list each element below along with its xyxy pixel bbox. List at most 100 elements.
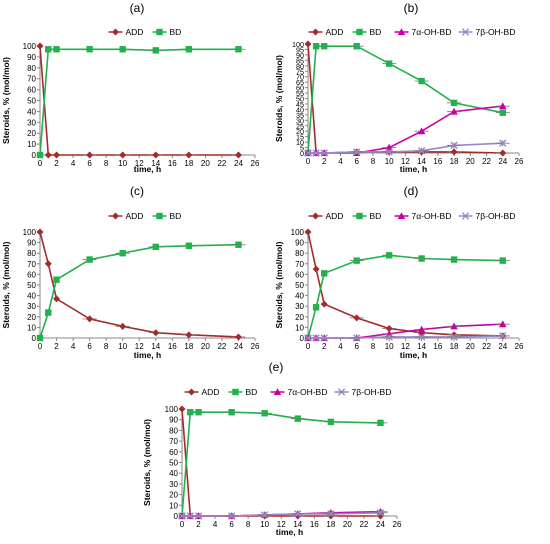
legend-item: ADD bbox=[308, 27, 344, 37]
series-line bbox=[307, 231, 503, 337]
series-line bbox=[39, 231, 239, 338]
y-tick-label: 80 bbox=[169, 426, 178, 435]
x-tick-label: 26 bbox=[515, 157, 524, 166]
data-point bbox=[119, 250, 126, 257]
data-point bbox=[385, 252, 393, 259]
x-tick-label: 10 bbox=[118, 159, 127, 168]
x-tick-label: 24 bbox=[234, 159, 243, 168]
x-tick-label: 20 bbox=[466, 157, 475, 166]
data-point bbox=[152, 151, 160, 159]
legend-item: BD bbox=[352, 211, 381, 221]
x-tick-label: 4 bbox=[71, 159, 76, 168]
data-point bbox=[53, 276, 60, 283]
legend-item: BD bbox=[152, 27, 181, 37]
data-point bbox=[385, 324, 393, 332]
y-tick-label: 20 bbox=[295, 313, 304, 322]
legend-label: BD bbox=[246, 387, 258, 397]
y-tick-label: 70 bbox=[169, 437, 178, 446]
data-point bbox=[304, 40, 312, 48]
data-point bbox=[327, 510, 335, 518]
x-tick-label: 8 bbox=[104, 342, 109, 351]
legend-label: ADD bbox=[126, 27, 144, 37]
x-tick-label: 0 bbox=[38, 159, 43, 168]
y-axis-label: Steroids, % (mol/mol) bbox=[142, 419, 152, 506]
x-tick-label: 8 bbox=[371, 157, 376, 166]
x-tick-label: 6 bbox=[229, 520, 234, 529]
data-point bbox=[119, 151, 127, 159]
data-point bbox=[294, 510, 302, 518]
x-axis-label: time, h bbox=[134, 350, 161, 360]
data-point bbox=[304, 228, 312, 236]
legend-label: ADD bbox=[326, 27, 344, 37]
data-point bbox=[178, 405, 186, 413]
legend-marker bbox=[461, 212, 470, 220]
x-tick-label: 4 bbox=[71, 342, 76, 351]
legend-marker bbox=[356, 28, 363, 36]
data-point bbox=[152, 329, 160, 337]
data-point bbox=[185, 151, 193, 159]
y-tick-label: 30 bbox=[295, 302, 304, 311]
data-point bbox=[450, 99, 458, 107]
x-tick-label: 24 bbox=[498, 157, 507, 166]
y-tick-label: 0 bbox=[300, 334, 305, 343]
x-tick-label: 20 bbox=[201, 342, 210, 351]
legend-label: ADD bbox=[326, 211, 344, 221]
data-point bbox=[353, 42, 360, 50]
legend-marker bbox=[112, 212, 119, 220]
legend-marker bbox=[356, 212, 363, 220]
data-point bbox=[450, 107, 458, 115]
y-tick-label: 0 bbox=[32, 151, 37, 160]
series-line bbox=[39, 243, 239, 339]
y-tick-label: 85 bbox=[296, 56, 304, 65]
data-point bbox=[119, 322, 127, 330]
data-point bbox=[304, 149, 312, 157]
data-point bbox=[178, 512, 186, 520]
data-point bbox=[418, 255, 425, 262]
y-tick-label: 40 bbox=[27, 107, 36, 116]
x-tick-label: 26 bbox=[393, 520, 402, 529]
x-tick-label: 2 bbox=[196, 520, 201, 529]
data-point bbox=[450, 256, 458, 263]
y-axis-label: Steroids, % (mol/mol) bbox=[274, 241, 284, 328]
data-point bbox=[119, 46, 126, 53]
legend-item: ADD bbox=[184, 387, 219, 397]
y-tick-label: 20 bbox=[27, 129, 36, 138]
legend-marker bbox=[232, 388, 239, 396]
data-point bbox=[261, 410, 268, 417]
y-tick-label: 90 bbox=[169, 416, 178, 425]
y-tick-label: 60 bbox=[295, 270, 304, 279]
series-line bbox=[181, 411, 381, 517]
x-tick-label: 12 bbox=[277, 520, 286, 529]
x-tick-label: 10 bbox=[385, 342, 394, 351]
x-tick-label: 8 bbox=[104, 159, 109, 168]
y-tick-label: 40 bbox=[296, 105, 304, 114]
legend-marker bbox=[273, 388, 282, 395]
data-point bbox=[499, 149, 507, 157]
legend-marker bbox=[337, 388, 346, 396]
data-point bbox=[234, 151, 242, 159]
y-tick-label: 40 bbox=[295, 292, 304, 301]
y-tick-label: 20 bbox=[169, 491, 178, 500]
legend-item: BD bbox=[228, 387, 258, 397]
legend-marker bbox=[312, 212, 319, 220]
series-line bbox=[181, 408, 381, 517]
panel-title: (c) bbox=[130, 184, 144, 198]
x-tick-label: 6 bbox=[354, 157, 359, 166]
y-tick-label: 10 bbox=[296, 138, 304, 147]
y-tick-label: 100 bbox=[23, 42, 37, 51]
y-tick-label: 55 bbox=[296, 89, 304, 98]
legend-marker bbox=[112, 28, 119, 36]
y-tick-label: 50 bbox=[27, 281, 36, 290]
y-axis-label: Steroids, % (mol/mol) bbox=[1, 241, 11, 328]
legend-item: ADD bbox=[108, 27, 144, 37]
y-tick-label: 20 bbox=[296, 127, 304, 136]
data-point bbox=[499, 139, 507, 147]
y-tick-label: 60 bbox=[27, 86, 36, 95]
data-point bbox=[53, 151, 61, 159]
data-point bbox=[417, 333, 426, 341]
data-point bbox=[86, 315, 94, 323]
data-point bbox=[152, 243, 159, 251]
series-line bbox=[39, 48, 239, 156]
data-point bbox=[498, 320, 507, 328]
x-tick-label: 0 bbox=[306, 342, 311, 351]
